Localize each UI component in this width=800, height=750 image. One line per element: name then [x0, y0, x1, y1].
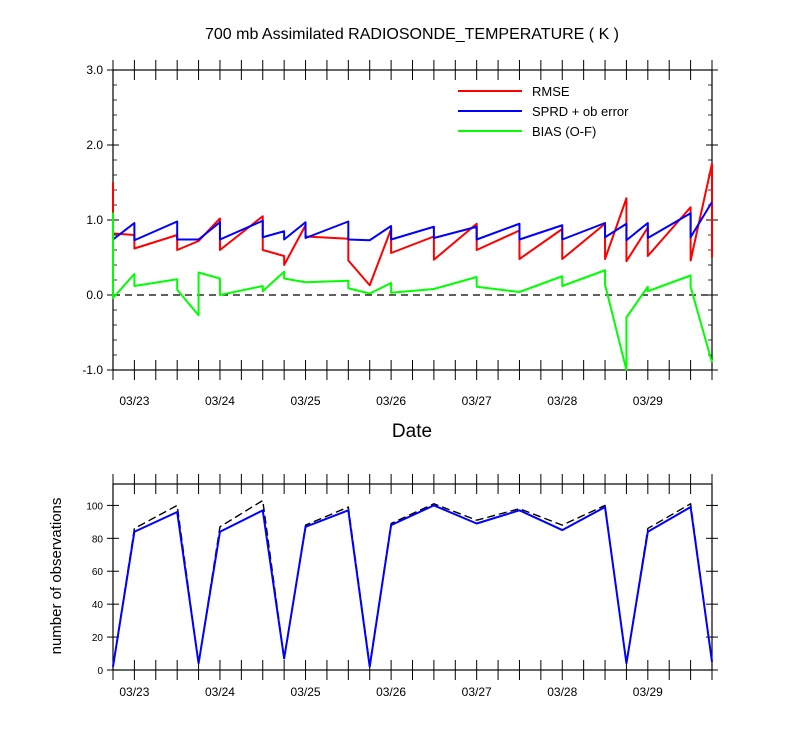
x-axis-label: Date [392, 421, 432, 442]
x-tick-label: 03/25 [291, 685, 321, 699]
y-tick-label: 0.0 [86, 288, 103, 302]
x-tick-label: 03/24 [205, 685, 235, 699]
x-tick-label: 03/27 [462, 685, 492, 699]
y-tick-label: 80 [92, 534, 104, 545]
y-axis-label-observations: number of observations [48, 498, 65, 655]
y-tick-label: 2.0 [86, 138, 103, 152]
x-tick-label: 03/28 [547, 685, 577, 699]
x-tick-label: 03/23 [119, 685, 149, 699]
y-tick-label: 100 [86, 501, 103, 512]
y-tick-label: 20 [92, 633, 104, 644]
x-tick-label: 03/27 [462, 394, 492, 408]
series-line-assimilated-observations [112, 504, 713, 668]
series-line-sprd-ob-error [112, 201, 713, 242]
x-tick-label: 03/29 [633, 685, 663, 699]
series-line-rmse [112, 162, 713, 287]
y-tick-label: -1.0 [82, 363, 103, 377]
legend-label-1: RMSE [532, 84, 570, 99]
x-tick-label: 03/26 [376, 685, 406, 699]
y-tick-label: 3.0 [86, 63, 103, 77]
legend-label-2: SPRD + ob error [532, 104, 629, 119]
legend: RMSE SPRD + ob error BIAS (O-F) [458, 84, 629, 139]
bottom-chart: 0 20 40 60 80 100 03/23 03/24 03/25 03/26 03/27 03/… [86, 474, 718, 699]
x-tick-label: 03/29 [633, 394, 663, 408]
top-chart: -1.0 0.0 1.0 2.0 3.0 03/23 03/24 03/25 03/26 03/2… [82, 60, 718, 408]
y-tick-label: 0 [97, 666, 103, 677]
x-tick-label: 03/25 [291, 394, 321, 408]
x-tick-label: 03/26 [376, 394, 406, 408]
x-tick-label: 03/23 [119, 394, 149, 408]
y-tick-label: 1.0 [86, 213, 103, 227]
chart-title: 700 mb Assimilated RADIOSONDE_TEMPERATUR… [205, 26, 619, 43]
y-tick-label: 40 [92, 600, 104, 611]
series-line-bias-o-f [112, 212, 713, 371]
y-tick-label: 60 [92, 567, 104, 578]
x-tick-label: 03/24 [205, 394, 235, 408]
x-tick-label: 03/28 [547, 394, 577, 408]
legend-label-3: BIAS (O-F) [532, 124, 596, 139]
